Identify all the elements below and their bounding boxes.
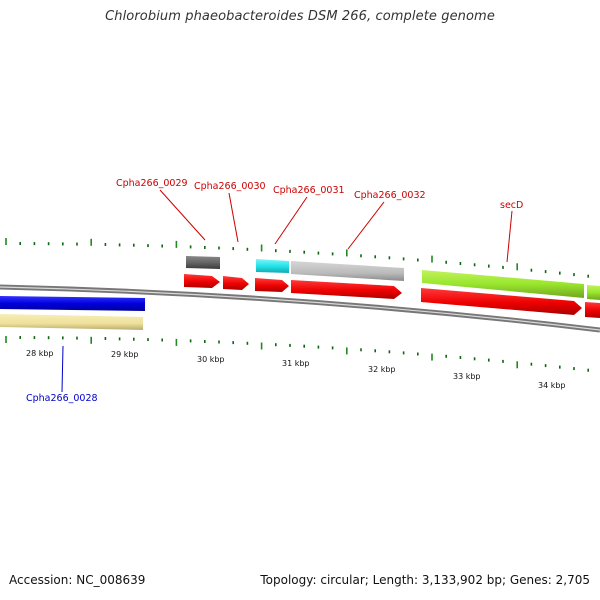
cds-arrow-0030b[interactable]	[255, 278, 289, 292]
genome-backbone-inner	[0, 286, 600, 331]
label-secd[interactable]: secD	[500, 200, 523, 211]
tick-label-31kbp: 31 kbp	[282, 359, 310, 368]
label-cpha266-0031[interactable]: Cpha266_0031	[273, 185, 345, 196]
cds-arrow-0031[interactable]	[291, 280, 402, 299]
tick-label-34kbp: 34 kbp	[538, 381, 566, 390]
gene-secd-box-2[interactable]	[587, 285, 600, 300]
tick-label-33kbp: 33 kbp	[453, 372, 481, 381]
leader-0028	[61, 345, 64, 393]
tick-label-29kbp: 29 kbp	[111, 350, 139, 359]
tick-label-32kbp: 32 kbp	[368, 365, 396, 374]
gene-cpha266-0028-bar[interactable]	[0, 296, 145, 311]
map-title: Chlorobium phaeobacteroides DSM 266, com…	[105, 9, 495, 24]
genome-summary-text: Topology: circular; Length: 3,133,902 bp…	[260, 573, 590, 587]
leader-secd	[506, 210, 513, 263]
cds-arrow-0030a[interactable]	[223, 276, 249, 290]
tick-label-30kbp: 30 kbp	[197, 355, 225, 364]
tick-label-28kbp: 28 kbp	[26, 349, 54, 358]
cds-arrow-0029[interactable]	[184, 274, 220, 288]
cds-arrow-next[interactable]	[585, 302, 600, 318]
gene-band-0028	[0, 314, 143, 330]
gene-cpha266-0031-box[interactable]	[291, 261, 404, 281]
lower-tick-row	[5, 336, 590, 372]
leader-0029	[159, 189, 206, 241]
upper-tick-row	[5, 238, 590, 278]
accession-text: Accession: NC_008639	[9, 573, 146, 587]
label-cpha266-0032[interactable]: Cpha266_0032	[354, 190, 426, 201]
leader-0031	[274, 196, 308, 245]
label-cpha266-0028[interactable]: Cpha266_0028	[26, 393, 98, 404]
label-cpha266-0030[interactable]: Cpha266_0030	[194, 181, 266, 192]
leader-0032	[347, 201, 385, 250]
gene-cpha266-0029-box[interactable]	[186, 256, 220, 269]
gene-secd-box[interactable]	[422, 270, 584, 298]
label-cpha266-0029[interactable]: Cpha266_0029	[116, 178, 188, 189]
leader-0030	[228, 192, 239, 243]
gene-cpha266-0030-box[interactable]	[256, 259, 289, 273]
cds-arrow-secd[interactable]	[421, 288, 582, 315]
